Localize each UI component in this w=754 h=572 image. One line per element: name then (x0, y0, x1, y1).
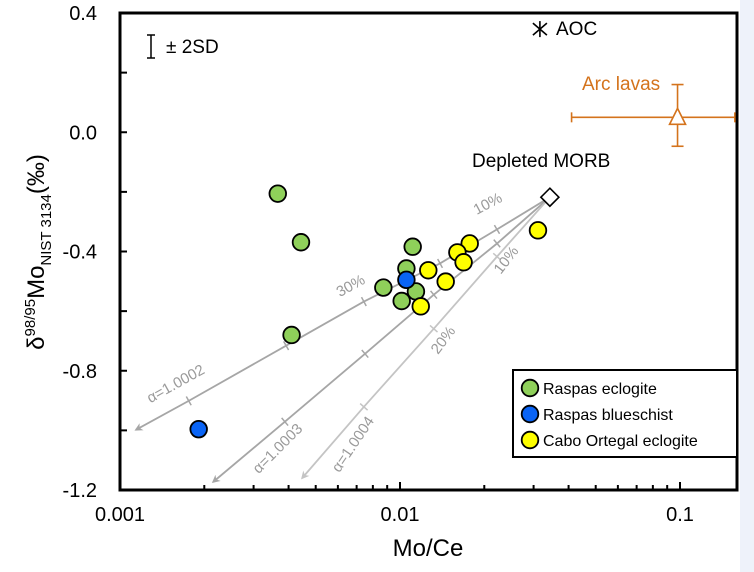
mixing-curve (211, 196, 551, 484)
mixing-curve (134, 196, 551, 431)
y-title-unit: (‰) (23, 154, 50, 194)
data-point-raspas-eclogite (268, 184, 287, 203)
side-panel-background (740, 0, 754, 572)
reference-points (532, 21, 736, 208)
legend-marker (520, 378, 540, 398)
x-axis-tick-labels: 0.001 0.01 0.1 (95, 504, 694, 526)
mixing-curve-tick (429, 290, 438, 300)
aoc-marker (532, 21, 548, 38)
x-tick-label: 0.01 (381, 504, 420, 526)
y-axis-tick-labels: 0.4 0.0 -0.4 -0.8 -1.2 (63, 3, 97, 502)
mixing-curve-percent-label: 10% (491, 243, 523, 277)
mixing-curve-tick (359, 402, 369, 411)
data-point-raspas-eclogite (403, 237, 422, 256)
data-point-cabo-ortegal-eclogite (419, 261, 438, 280)
legend-marker (520, 404, 540, 424)
legend-label: Raspas blueschist (543, 407, 673, 424)
mixing-curve-tick (493, 239, 501, 248)
y-title-sup: 98/95 (22, 299, 39, 337)
x-tick-label: 0.1 (666, 504, 694, 526)
mixing-curve-tick (185, 396, 192, 406)
y-title-delta: δ (23, 336, 50, 349)
data-point-cabo-ortegal-eclogite (454, 253, 473, 272)
mixing-curve-tick (283, 340, 290, 351)
mixing-curve-alpha-label: α=1.0004 (329, 413, 378, 475)
aoc-label: AOC (556, 19, 597, 40)
mixing-curve-tick (360, 296, 367, 307)
data-point-raspas-eclogite (282, 325, 301, 345)
y-tick-label: -0.4 (63, 242, 97, 264)
x-tick-label: 0.001 (95, 504, 145, 526)
mixing-curve-tick (429, 324, 439, 333)
error-bar-legend: ± 2SD (147, 34, 219, 59)
depleted-morb-marker (539, 187, 561, 208)
x-axis-title: Mo/Ce (393, 535, 464, 562)
mixing-curve-tick (361, 349, 369, 359)
error-bar-label: ± 2SD (166, 37, 219, 58)
legend-label: Cabo Ortegal eclogite (543, 433, 698, 450)
mixing-curve-alpha-label: α=1.0003 (249, 420, 306, 477)
data-point-raspas-eclogite (374, 278, 393, 297)
mixing-curve-tick (437, 258, 444, 269)
y-tick-label: -1.2 (63, 480, 97, 502)
legend: Raspas eclogite Raspas blueschist Cabo Ort… (512, 369, 738, 458)
mixing-curve-tick (281, 417, 289, 427)
legend-marker (520, 430, 540, 450)
arc-lavas-label: Arc lavas (582, 74, 660, 95)
y-tick-label: 0.4 (69, 3, 97, 25)
data-point-cabo-ortegal-eclogite (436, 272, 455, 291)
y-axis-ticks (120, 12, 127, 491)
data-point-cabo-ortegal-eclogite (528, 221, 548, 240)
legend-box (512, 369, 738, 458)
mixing-curve-alpha-label: α=1.0002 (144, 361, 208, 407)
data-points (189, 184, 548, 439)
data-point-raspas-blueschist (397, 270, 416, 290)
x-axis-ticks (119, 482, 681, 490)
mixing-curve-tick (492, 252, 502, 261)
mixing-curve-tick (493, 224, 501, 235)
mixing-curve-percent-label: 10% (471, 189, 505, 218)
y-title-main: Mo (23, 266, 50, 299)
y-title-sub: NIST 3134 (38, 194, 55, 265)
legend-label: Raspas eclogite (543, 381, 657, 398)
data-point-cabo-ortegal-eclogite (460, 234, 479, 253)
arc-lavas-marker (570, 83, 736, 148)
mixing-curves (134, 196, 551, 484)
data-point-raspas-eclogite (291, 233, 311, 252)
y-tick-label: 0.0 (69, 122, 97, 144)
data-point-raspas-blueschist (189, 419, 208, 439)
y-tick-label: -0.8 (63, 361, 97, 383)
data-point-raspas-eclogite (392, 291, 411, 311)
mixing-curve-percent-label: 30% (334, 271, 369, 300)
y-axis-title: δ98/95MoNIST 3134(‰) (22, 154, 55, 350)
arc-lavas-triangle (668, 106, 687, 126)
data-point-cabo-ortegal-eclogite (411, 297, 430, 316)
depleted-morb-label: Depleted MORB (472, 151, 610, 172)
